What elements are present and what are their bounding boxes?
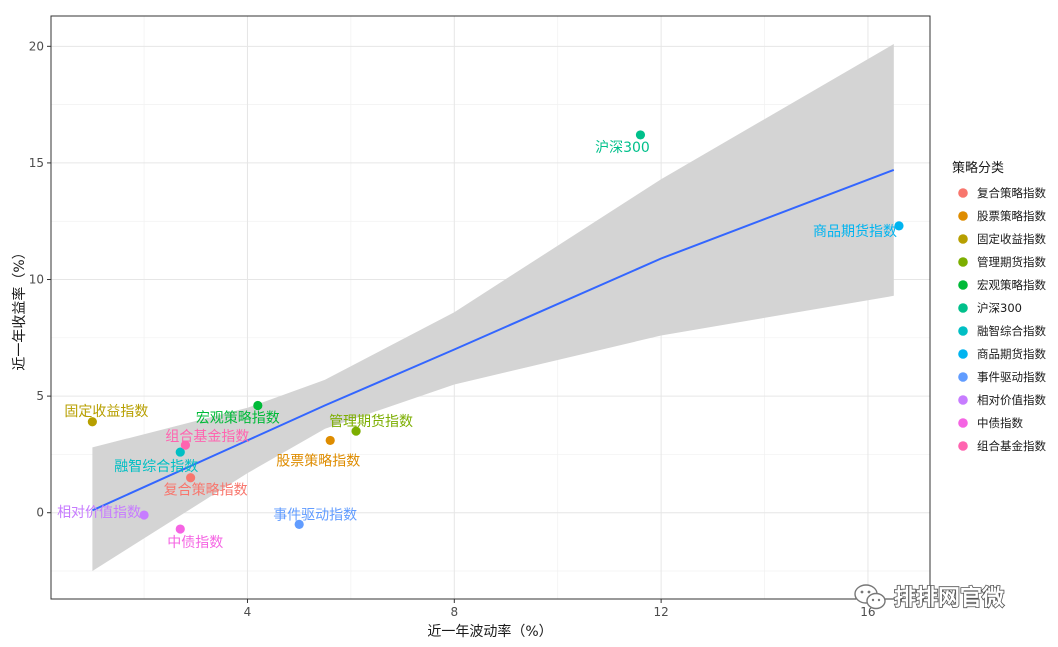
y-tick-label: 20 xyxy=(29,39,44,53)
legend-key xyxy=(958,257,968,267)
trend-line xyxy=(91,168,895,512)
y-axis: 0 5 10 15 20 xyxy=(29,39,51,520)
point-label: 商品期货指数 xyxy=(813,223,897,240)
point-label: 复合策略指数 xyxy=(164,482,248,499)
legend-item: 相对价值指数 xyxy=(958,393,1046,407)
data-point xyxy=(139,510,149,520)
legend-item: 复合策略指数 xyxy=(958,186,1046,200)
legend-key xyxy=(958,326,968,336)
data-point xyxy=(351,426,361,436)
legend-key xyxy=(958,211,968,221)
y-tick-label: 5 xyxy=(36,389,44,403)
data-point xyxy=(87,417,97,427)
data-point xyxy=(175,447,185,457)
legend-key xyxy=(958,372,968,382)
legend-label: 沪深300 xyxy=(977,301,1022,315)
points-layer xyxy=(87,130,904,534)
legend-key xyxy=(958,188,968,198)
data-point xyxy=(175,524,185,534)
legend-label: 事件驱动指数 xyxy=(977,370,1046,384)
x-tick-label: 12 xyxy=(653,605,668,619)
data-point xyxy=(325,435,335,446)
legend-item: 沪深300 xyxy=(958,301,1022,315)
legend-item: 事件驱动指数 xyxy=(958,370,1046,384)
legend-key xyxy=(958,441,968,451)
legend-label: 相对价值指数 xyxy=(977,393,1046,407)
legend-label: 股票策略指数 xyxy=(977,209,1046,223)
point-label: 融智综合指数 xyxy=(114,459,198,475)
legend-item: 股票策略指数 xyxy=(958,209,1046,223)
legend-label: 融智综合指数 xyxy=(977,324,1046,338)
legend-key xyxy=(958,395,968,405)
data-point xyxy=(180,440,191,450)
legend-item: 管理期货指数 xyxy=(958,255,1046,269)
watermark-text: 排排网官微 xyxy=(894,585,1004,611)
legend-key xyxy=(958,349,968,359)
legend-label: 管理期货指数 xyxy=(977,255,1046,269)
legend-title: 策略分类 xyxy=(952,160,1004,176)
wechat-icon xyxy=(854,584,886,610)
point-label: 固定收益指数 xyxy=(64,404,148,420)
legend-item: 商品期货指数 xyxy=(958,347,1046,361)
legend-key xyxy=(958,234,968,244)
legend-item: 中债指数 xyxy=(958,416,1023,430)
confidence-band xyxy=(92,44,894,571)
y-tick-label: 10 xyxy=(29,273,44,287)
legend-item: 宏观策略指数 xyxy=(958,278,1046,292)
legend-label: 中债指数 xyxy=(977,416,1023,430)
x-tick-label: 4 xyxy=(244,605,252,619)
data-point xyxy=(635,130,646,140)
y-axis-title: 近一年收益率（%） xyxy=(11,245,28,370)
watermark: 排排网官微 xyxy=(854,584,1005,612)
x-tick-label: 16 xyxy=(860,605,875,619)
point-label: 相对价值指数 xyxy=(57,505,141,521)
legend-item: 组合基金指数 xyxy=(958,439,1046,453)
plot-border xyxy=(50,15,931,600)
x-axis-title: 近一年波动率（%） xyxy=(427,623,552,640)
legend-key xyxy=(958,303,968,313)
point-label: 中债指数 xyxy=(167,535,223,551)
data-point xyxy=(186,473,196,483)
data-point xyxy=(294,519,304,529)
legend-label: 复合策略指数 xyxy=(977,186,1046,200)
y-tick-label: 15 xyxy=(29,156,44,170)
y-tick-label: 0 xyxy=(36,506,44,520)
point-label: 宏观策略指数 xyxy=(196,409,280,426)
x-axis: 4 8 12 16 xyxy=(244,599,876,619)
point-label: 股票策略指数 xyxy=(276,452,360,469)
legend-label: 固定收益指数 xyxy=(977,232,1046,246)
legend-item: 固定收益指数 xyxy=(958,232,1046,246)
legend-key xyxy=(958,418,968,428)
data-point xyxy=(894,221,904,231)
data-point xyxy=(253,400,263,411)
point-label: 沪深300 xyxy=(595,140,650,156)
point-label: 事件驱动指数 xyxy=(273,507,357,523)
x-tick-label: 8 xyxy=(450,605,458,619)
point-label: 管理期货指数 xyxy=(329,413,413,430)
legend-label: 组合基金指数 xyxy=(977,439,1046,453)
point-label: 组合基金指数 xyxy=(165,428,249,445)
legend-key xyxy=(958,280,968,290)
legend: 策略分类 复合策略指数股票策略指数固定收益指数管理期货指数宏观策略指数沪深300… xyxy=(952,160,1046,453)
legend-label: 宏观策略指数 xyxy=(977,278,1046,292)
legend-item: 融智综合指数 xyxy=(958,324,1046,338)
legend-label: 商品期货指数 xyxy=(977,347,1046,361)
